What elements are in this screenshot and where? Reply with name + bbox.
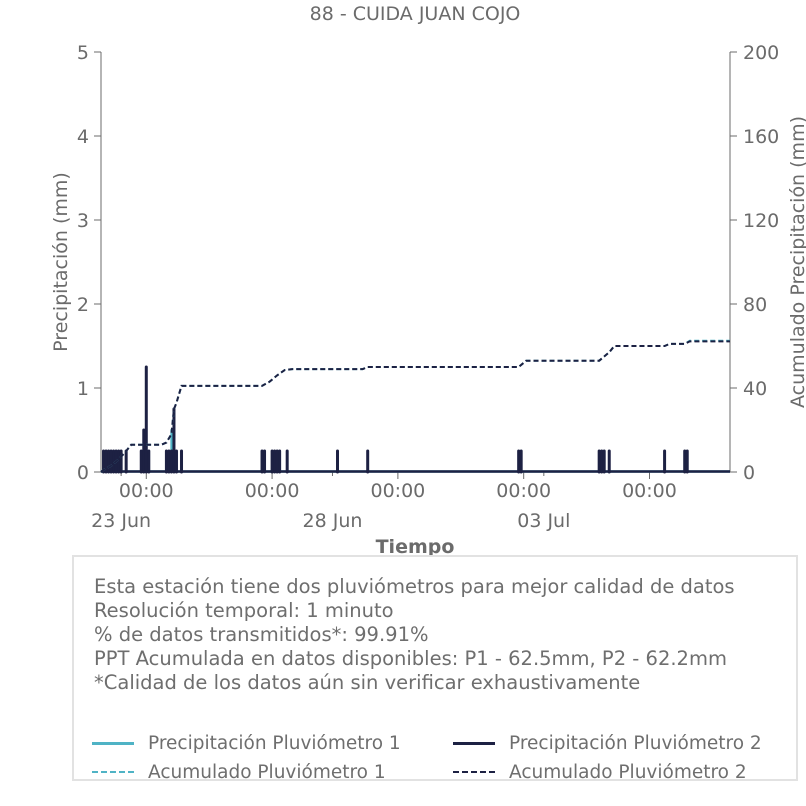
legend-swatch-acc2 <box>453 771 495 773</box>
y2-tick-label: 0 <box>743 462 755 484</box>
legend-label-acc2: Acumulado Pluviómetro 2 <box>509 761 747 783</box>
y2-tick-label: 80 <box>743 294 767 316</box>
y-tick-label: 4 <box>77 126 89 148</box>
y-axis-ticks: 0 1 2 3 4 5 <box>77 42 101 484</box>
legend: Precipitación Pluviómetro 1 Precipitació… <box>92 729 792 785</box>
x-tick-date-label: 23 Jun <box>91 510 151 532</box>
info-line-transmitted: % de datos transmitidos*: 99.91% <box>94 623 429 646</box>
y-tick-label: 2 <box>77 294 89 316</box>
y2-tick-label: 120 <box>743 210 779 232</box>
info-line-stations: Esta estación tiene dos pluviómetros par… <box>94 575 735 598</box>
legend-label-p1: Precipitación Pluviómetro 1 <box>148 732 401 754</box>
x-tick-date-label: 03 Jul <box>517 510 570 532</box>
legend-item-acc1: Acumulado Pluviómetro 1 <box>92 758 386 786</box>
x-tick-date-label: 28 Jun <box>303 510 363 532</box>
x-axis-label: Tiempo <box>376 536 455 558</box>
y-axis-label: Precipitación (mm) <box>50 172 72 352</box>
info-box: Esta estación tiene dos pluviómetros par… <box>72 555 798 783</box>
y2-tick-label: 40 <box>743 378 767 400</box>
legend-swatch-acc1 <box>92 771 134 773</box>
legend-item-acc2: Acumulado Pluviómetro 2 <box>453 758 747 786</box>
series-4-cumulative-line <box>100 340 730 473</box>
y-tick-label: 5 <box>77 42 89 64</box>
x-tick-time-label: 00:00 <box>371 480 426 502</box>
legend-label-p2: Precipitación Pluviómetro 2 <box>509 732 762 754</box>
legend-swatch-p2 <box>453 741 495 745</box>
legend-label-acc1: Acumulado Pluviómetro 1 <box>148 761 386 783</box>
precipitation-chart: 88 - CUIDA JUAN COJO 0 1 2 3 4 5 0 40 80 120 160 2… <box>50 3 806 558</box>
info-line-quality-note: *Calidad de los datos aún sin verificar … <box>94 671 641 694</box>
info-line-resolution: Resolución temporal: 1 minuto <box>94 599 394 622</box>
x-axis-ticks: 00:00 00:00 00:00 00:00 00:00 23 Jun 28 Jun 03 … <box>91 472 677 532</box>
series-3-cumulative-line <box>100 339 730 473</box>
y2-axis-ticks: 0 40 80 120 160 200 <box>730 42 779 484</box>
x-tick-time-label: 00:00 <box>622 480 677 502</box>
y2-axis-label: Acumulado Precipitación (mm) <box>787 116 806 408</box>
y-tick-label: 1 <box>77 378 89 400</box>
y2-tick-label: 200 <box>743 42 779 64</box>
x-tick-time-label: 00:00 <box>496 480 551 502</box>
info-text: Esta estación tiene dos pluviómetros par… <box>94 575 735 695</box>
legend-swatch-p1 <box>92 741 134 745</box>
chart-title: 88 - CUIDA JUAN COJO <box>310 3 521 25</box>
legend-item-p1: Precipitación Pluviómetro 1 <box>92 729 401 757</box>
y-tick-label: 0 <box>77 462 89 484</box>
info-line-accumulated: PPT Acumulada en datos disponibles: P1 -… <box>94 647 727 670</box>
x-tick-time-label: 00:00 <box>245 480 300 502</box>
series-layer <box>100 339 730 474</box>
series-2-bars <box>102 365 689 474</box>
y-tick-label: 3 <box>77 210 89 232</box>
x-tick-time-label: 00:00 <box>119 480 174 502</box>
y2-tick-label: 160 <box>743 126 779 148</box>
legend-item-p2: Precipitación Pluviómetro 2 <box>453 729 762 757</box>
axes <box>100 52 731 473</box>
